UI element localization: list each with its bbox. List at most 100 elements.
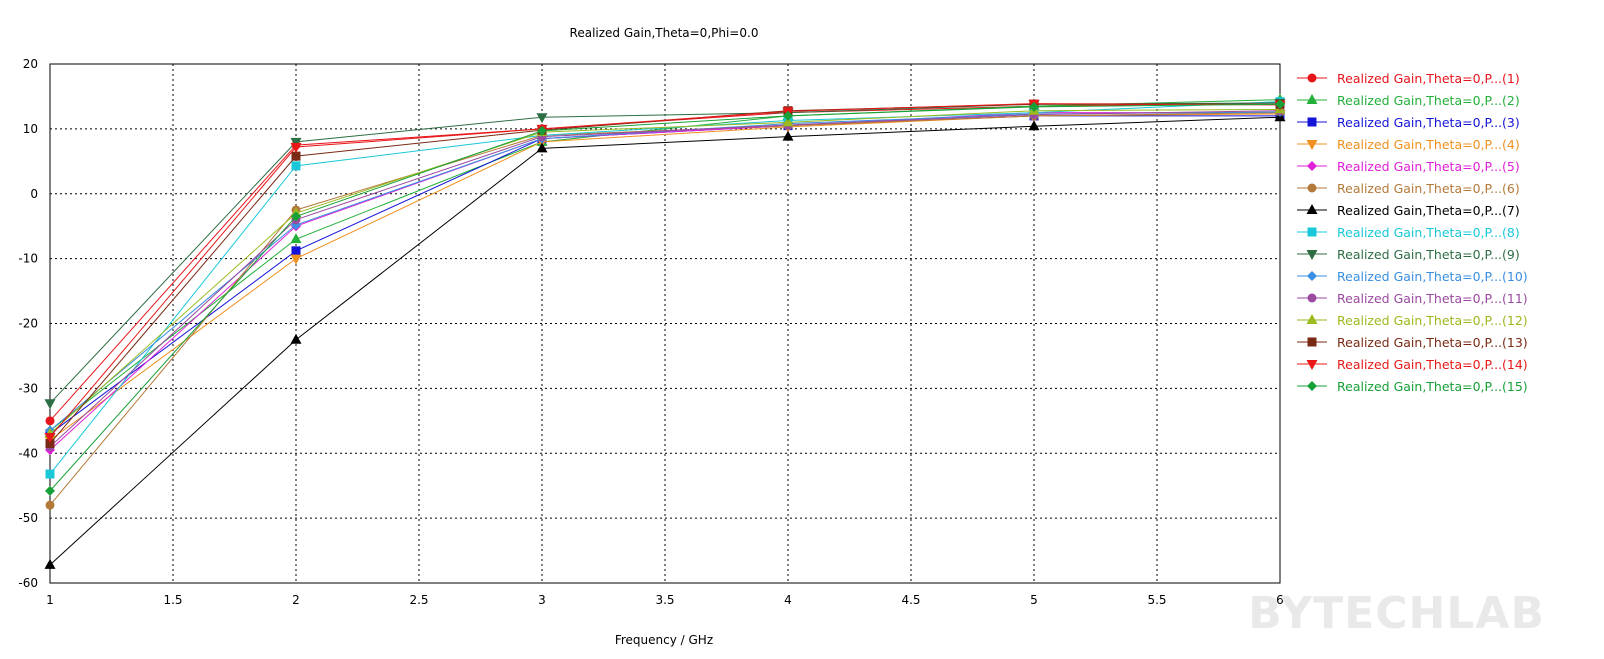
legend-item[interactable]: Realized Gain,Theta=0,P...(4) — [1297, 137, 1520, 152]
data-point — [291, 246, 301, 256]
legend-item[interactable]: Realized Gain,Theta=0,P...(11) — [1297, 291, 1528, 306]
series-line — [49, 102, 1281, 404]
legend-item[interactable]: Realized Gain,Theta=0,P...(2) — [1297, 93, 1520, 108]
legend-item[interactable]: Realized Gain,Theta=0,P...(14) — [1297, 357, 1528, 372]
series-line — [49, 108, 1281, 435]
legend-item[interactable]: Realized Gain,Theta=0,P...(13) — [1297, 335, 1528, 350]
legend-marker — [1306, 250, 1318, 260]
legend-label: Realized Gain,Theta=0,P...(5) — [1337, 159, 1520, 174]
x-tick-label: 5.5 — [1147, 593, 1166, 607]
legend-item[interactable]: Realized Gain,Theta=0,P...(3) — [1297, 115, 1520, 130]
y-tick-label: 20 — [23, 57, 38, 71]
legend-item[interactable]: Realized Gain,Theta=0,P...(6) — [1297, 181, 1520, 196]
y-tick-label: -30 — [18, 381, 38, 395]
legend-label: Realized Gain,Theta=0,P...(7) — [1337, 203, 1520, 218]
x-tick-label: 2.5 — [409, 593, 428, 607]
legend-marker — [1307, 271, 1317, 281]
series-7 — [44, 111, 1286, 569]
legend-label: Realized Gain,Theta=0,P...(6) — [1337, 181, 1520, 196]
series-line — [49, 116, 1281, 566]
legend-marker — [1307, 227, 1317, 237]
legend-item[interactable]: Realized Gain,Theta=0,P...(9) — [1297, 247, 1520, 262]
legend-marker — [1307, 161, 1317, 171]
data-point — [291, 161, 301, 171]
x-tick-label: 4.5 — [901, 593, 920, 607]
legend-label: Realized Gain,Theta=0,P...(8) — [1337, 225, 1520, 240]
data-point — [290, 333, 302, 344]
data-point — [536, 113, 548, 124]
data-point — [782, 116, 794, 127]
legend-marker — [1306, 94, 1318, 104]
x-tick-label: 3.5 — [655, 593, 674, 607]
legend-item[interactable]: Realized Gain,Theta=0,P...(5) — [1297, 159, 1520, 174]
legend-item[interactable]: Realized Gain,Theta=0,P...(1) — [1297, 71, 1520, 86]
legend: Realized Gain,Theta=0,P...(1) Realized Ga… — [1297, 71, 1528, 394]
data-point — [290, 233, 302, 244]
x-tick-label: 3 — [538, 593, 546, 607]
legend-item[interactable]: Realized Gain,Theta=0,P...(7) — [1297, 203, 1520, 218]
plot-frame — [49, 63, 1281, 584]
legend-item[interactable]: Realized Gain,Theta=0,P...(15) — [1297, 379, 1528, 394]
y-axis-ticks: 20 10 0 -10 -20 -30 -40 -50 -60 — [18, 57, 38, 590]
series-15 — [45, 99, 1285, 496]
x-tick-label: 1.5 — [163, 593, 182, 607]
data-point — [45, 485, 55, 496]
data-point — [1275, 99, 1285, 110]
legend-marker — [1307, 117, 1317, 127]
legend-marker — [1307, 293, 1317, 303]
legend-marker — [1307, 381, 1317, 391]
data-point — [290, 143, 302, 154]
y-tick-label: -10 — [18, 252, 38, 266]
legend-label: Realized Gain,Theta=0,P...(13) — [1337, 335, 1528, 350]
data-point — [291, 151, 301, 161]
y-tick-label: 0 — [30, 187, 38, 201]
legend-marker — [1306, 140, 1318, 150]
legend-marker — [1306, 204, 1318, 214]
legend-label: Realized Gain,Theta=0,P...(11) — [1337, 291, 1528, 306]
y-tick-label: -40 — [18, 446, 38, 460]
data-point — [291, 211, 301, 222]
legend-marker — [1307, 337, 1317, 347]
data-point — [45, 500, 55, 510]
chart-title: Realized Gain,Theta=0,Phi=0.0 — [570, 26, 759, 40]
legend-marker — [1307, 183, 1317, 193]
data-point — [45, 439, 55, 449]
y-tick-label: -60 — [18, 576, 38, 590]
data-point — [44, 558, 56, 569]
legend-label: Realized Gain,Theta=0,P...(15) — [1337, 379, 1528, 394]
series-line — [49, 103, 1281, 492]
data-point — [45, 469, 55, 479]
data-point — [44, 399, 56, 410]
data-point — [782, 130, 794, 141]
x-tick-label: 4 — [784, 593, 792, 607]
y-tick-label: 10 — [23, 122, 38, 136]
legend-label: Realized Gain,Theta=0,P...(12) — [1337, 313, 1528, 328]
series-layer — [44, 93, 1286, 569]
y-tick-label: -50 — [18, 511, 38, 525]
data-point — [290, 254, 302, 265]
x-axis-ticks: 1 1.5 2 2.5 3 3.5 4 4.5 5 5.5 6 — [46, 593, 1284, 607]
x-tick-label: 5 — [1030, 593, 1038, 607]
data-point — [537, 125, 547, 136]
data-point — [290, 137, 302, 148]
x-tick-label: 1 — [46, 593, 54, 607]
grid-lines — [50, 64, 1280, 583]
legend-item[interactable]: Realized Gain,Theta=0,P...(10) — [1297, 269, 1528, 284]
legend-item[interactable]: Realized Gain,Theta=0,P...(12) — [1297, 313, 1528, 328]
legend-label: Realized Gain,Theta=0,P...(1) — [1337, 71, 1520, 86]
legend-item[interactable]: Realized Gain,Theta=0,P...(8) — [1297, 225, 1520, 240]
x-tick-label: 2 — [292, 593, 300, 607]
legend-label: Realized Gain,Theta=0,P...(2) — [1337, 93, 1520, 108]
data-point — [783, 110, 793, 121]
data-point — [1028, 120, 1040, 131]
y-tick-label: -20 — [18, 317, 38, 331]
data-point — [45, 416, 55, 426]
series-line — [49, 112, 1281, 506]
legend-label: Realized Gain,Theta=0,P...(10) — [1337, 269, 1528, 284]
data-point — [44, 433, 56, 444]
data-point — [1029, 101, 1039, 112]
series-1 — [45, 98, 1285, 426]
legend-label: Realized Gain,Theta=0,P...(9) — [1337, 247, 1520, 262]
series-line — [49, 101, 1281, 475]
